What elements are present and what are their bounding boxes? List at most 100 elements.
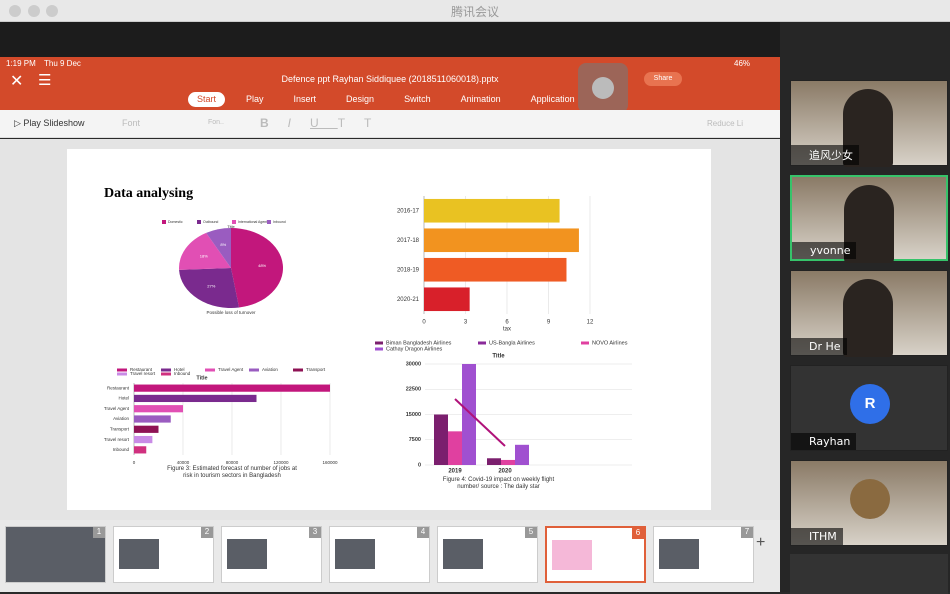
reduce-box[interactable]: Reduce Li <box>707 119 744 128</box>
min-dot[interactable] <box>28 5 40 17</box>
thumb-number: 2 <box>201 527 213 538</box>
bar <box>134 425 159 433</box>
thumb-image <box>335 539 375 569</box>
slide-thumbnail[interactable]: 5 <box>437 526 538 583</box>
slice-label: 18% <box>200 253 208 258</box>
thumb-number: 4 <box>417 527 429 538</box>
thumb-number: 3 <box>309 527 321 538</box>
legend-swatch <box>232 220 236 224</box>
share-button[interactable]: Share <box>644 72 682 86</box>
menu-icon[interactable]: ☰ <box>38 72 52 89</box>
play-label: Play Slideshow <box>23 118 85 128</box>
x-tick-label: 80000 <box>226 460 239 465</box>
bar <box>424 198 560 223</box>
y-tick-label: 2020-21 <box>397 297 420 303</box>
y-tick-label: 22500 <box>406 387 421 393</box>
slide-thumbnail[interactable]: 4 <box>329 526 430 583</box>
legend-swatch <box>117 368 127 372</box>
legend-swatch <box>162 220 166 224</box>
legend-label: Domestic <box>168 220 183 224</box>
battery: 46% <box>734 59 751 68</box>
time: 1:19 PM <box>6 59 36 68</box>
slide-thumbnail[interactable]: 1 <box>5 526 106 583</box>
legend-label: Biman Bangladesh Airlines <box>386 340 452 346</box>
bar <box>134 405 183 413</box>
x-tick-label: 9 <box>547 320 551 326</box>
bar <box>424 257 567 282</box>
tab[interactable]: Application <box>530 94 575 104</box>
legend-swatch <box>161 372 171 376</box>
slice-label: 27% <box>207 284 215 289</box>
legend-label: International Agent <box>238 220 267 224</box>
participant-tile[interactable]: yvonne <box>790 175 948 263</box>
legend-swatch <box>117 372 127 376</box>
toolbar: ▷ Play Slideshow Font Fon.. BIUTT Reduce… <box>0 110 780 138</box>
chart-title: Title <box>196 375 207 381</box>
slide-thumbnail[interactable]: 6 <box>545 526 646 583</box>
participant-tile[interactable]: ITHM <box>790 460 948 546</box>
legend-swatch <box>249 368 259 372</box>
tab[interactable]: Animation <box>460 94 501 104</box>
tab[interactable]: Design <box>346 94 375 104</box>
thumb-image <box>119 539 159 569</box>
name-tag: Dr He <box>791 338 847 355</box>
avatar: R <box>850 384 890 424</box>
tab[interactable]: Start <box>188 92 226 107</box>
tabs: Start Play Insert Design Switch Animation Appl… <box>188 92 596 107</box>
bar <box>434 414 448 465</box>
record-overlay[interactable] <box>578 63 628 113</box>
chart-caption: Possible loss of turnover <box>206 310 256 315</box>
legend-label: Inbound <box>273 220 286 224</box>
x-tick-label: 0 <box>133 460 136 465</box>
x-axis-label: tax <box>503 327 511 333</box>
thumb-number: 7 <box>741 527 753 538</box>
slide-thumbnail[interactable]: 2 <box>113 526 214 583</box>
participant-tile[interactable]: R Rayhan <box>790 365 948 451</box>
y-tick-label: Inbound <box>113 447 130 452</box>
slice-label: 8% <box>220 242 226 247</box>
legend-swatch <box>197 220 201 224</box>
chart-title: Title <box>492 354 505 360</box>
x-tick-label: 0 <box>422 320 426 326</box>
bar <box>515 444 529 465</box>
slide-thumbnail[interactable]: 3 <box>221 526 322 583</box>
legend-swatch <box>375 341 383 345</box>
max-dot[interactable] <box>46 5 58 17</box>
bar <box>424 228 579 253</box>
x-tick-label: 12 <box>587 320 594 326</box>
legend-swatch <box>161 368 171 372</box>
bar <box>134 384 330 392</box>
y-tick-label: 15000 <box>406 412 421 418</box>
x-tick-label: 2019 <box>448 469 462 475</box>
y-tick-label: Hotel <box>118 396 129 401</box>
x-tick-label: 120000 <box>273 460 289 465</box>
name-tag: ITHM <box>791 528 843 545</box>
legend-swatch <box>581 341 589 345</box>
bar <box>487 458 501 465</box>
chart-caption: Figure 3: Estimated forecast of number o… <box>167 466 297 479</box>
participant-tile[interactable]: Dr He <box>790 270 948 357</box>
font-size-box[interactable]: Fon.. <box>208 119 224 126</box>
y-tick-label: Travel resort <box>104 437 130 442</box>
slide-thumbnail[interactable]: 7 <box>653 526 754 583</box>
participant-tile[interactable]: 追风少女 <box>790 80 948 167</box>
legend-swatch <box>293 368 303 372</box>
thumb-number: 6 <box>632 528 644 539</box>
participant-tile[interactable] <box>790 554 948 594</box>
pie-slice <box>206 228 231 268</box>
tab[interactable]: Play <box>246 94 264 104</box>
close-dot[interactable] <box>9 5 21 17</box>
format-icons[interactable]: BIUTT <box>260 116 391 130</box>
play-slideshow[interactable]: ▷ Play Slideshow <box>14 118 85 128</box>
pie-slice <box>179 232 231 270</box>
font-box[interactable]: Font <box>122 118 141 128</box>
thumb-image <box>443 539 483 569</box>
close-icon[interactable]: ✕ <box>10 73 24 90</box>
add-slide[interactable]: + <box>756 534 766 551</box>
tab[interactable]: Insert <box>293 94 317 104</box>
tab[interactable]: Switch <box>404 94 431 104</box>
name-tag: yvonne <box>792 242 857 259</box>
legend-label: Cathay Dragon Airlines <box>386 346 443 352</box>
video-person <box>843 279 893 357</box>
